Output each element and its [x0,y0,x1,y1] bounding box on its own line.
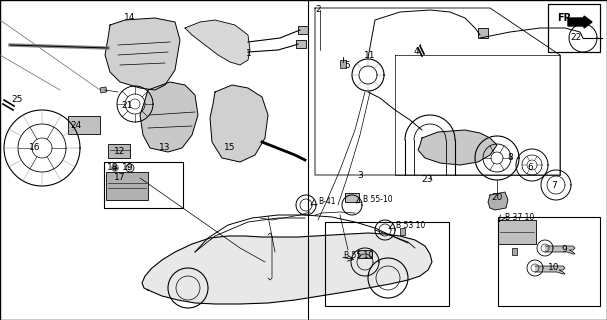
Bar [512,248,517,255]
Polygon shape [185,20,250,65]
Text: 15: 15 [224,143,236,153]
Text: 4: 4 [413,47,419,57]
Text: 17: 17 [114,173,126,182]
Bar [478,28,488,38]
Bar [104,162,183,208]
Text: B-41: B-41 [318,197,336,206]
Polygon shape [105,18,180,90]
Polygon shape [535,266,565,274]
Bar [106,172,148,200]
Bar [345,193,359,202]
Bar [358,250,372,258]
Bar [296,40,306,48]
Text: 5: 5 [344,60,350,69]
Bar [498,220,536,244]
Text: 2: 2 [315,5,321,14]
FancyArrow shape [568,16,592,28]
Text: 12: 12 [114,148,126,156]
Text: 21: 21 [121,100,133,109]
Bar [100,87,107,93]
Text: 16: 16 [29,143,41,153]
Polygon shape [210,85,268,162]
Text: 13: 13 [159,143,171,153]
Text: FR.: FR. [557,13,575,23]
Text: 3: 3 [357,171,363,180]
Text: 22: 22 [571,34,582,43]
Polygon shape [140,82,198,152]
Text: B 37 10: B 37 10 [505,213,534,222]
Text: 7: 7 [551,180,557,189]
Circle shape [112,164,118,172]
Bar [548,4,600,52]
Text: B 53 10: B 53 10 [396,221,426,230]
Bar [498,217,600,306]
Bar [68,116,100,134]
Text: 1: 1 [246,50,252,59]
Bar [325,222,449,306]
Bar [104,162,183,208]
Bar [340,60,346,68]
Bar [400,228,405,235]
Text: 9: 9 [561,245,567,254]
Text: B 55 10: B 55 10 [344,252,373,260]
Text: 10: 10 [548,262,560,271]
Text: 24: 24 [70,122,81,131]
Bar [548,4,600,52]
Polygon shape [545,246,575,254]
Text: 19: 19 [122,164,134,172]
Text: 18: 18 [107,163,119,172]
Text: 14: 14 [124,13,136,22]
Text: 11: 11 [364,51,376,60]
Polygon shape [418,130,497,165]
Text: 25: 25 [12,95,22,105]
Text: 6: 6 [527,163,533,172]
Polygon shape [488,192,508,210]
Text: 23: 23 [421,174,433,183]
Text: 8: 8 [507,154,513,163]
Bar [298,26,308,34]
Polygon shape [142,233,432,304]
Text: B 55-10: B 55-10 [363,196,393,204]
Text: 20: 20 [491,193,503,202]
Bar [108,144,130,158]
